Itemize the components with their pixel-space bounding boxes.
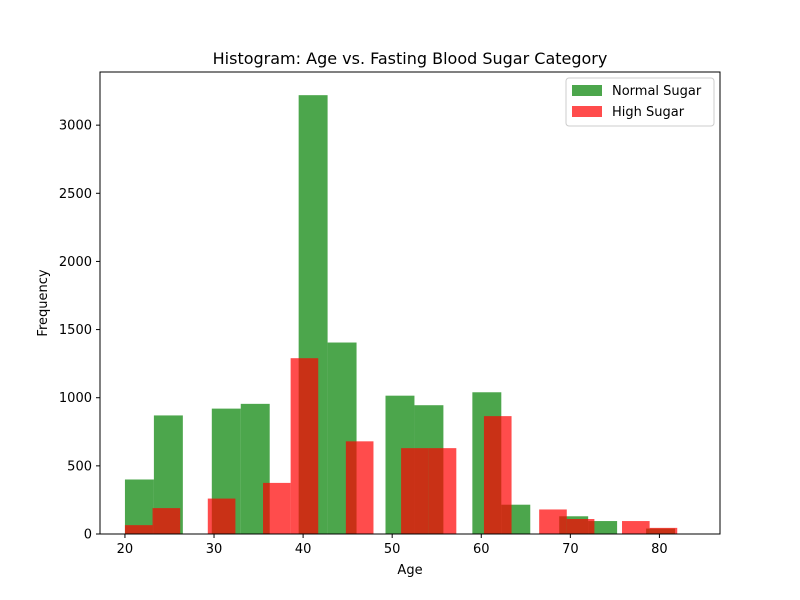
bar-high-sugar-15 bbox=[539, 509, 567, 534]
x-tick-label-20: 20 bbox=[117, 542, 134, 557]
legend-box bbox=[565, 77, 715, 127]
y-axis-ticks: 0 500 1000 1500 2000 2500 3000 bbox=[59, 119, 100, 543]
bar-high-sugar-5 bbox=[263, 482, 291, 534]
x-tick-label-40: 40 bbox=[295, 542, 312, 557]
bar-high-sugar-19 bbox=[649, 527, 678, 534]
bar-high-sugar-10 bbox=[401, 448, 429, 534]
bar-high-sugar-8 bbox=[345, 441, 374, 534]
legend-swatch-high-sugar bbox=[572, 106, 602, 117]
y-tick-label-1000: 1000 bbox=[59, 391, 92, 406]
x-tick-label-50: 50 bbox=[384, 542, 401, 557]
bar-high-sugar-11 bbox=[428, 448, 457, 534]
x-axis-label: Age bbox=[397, 563, 422, 578]
bar-high-sugar-13 bbox=[483, 416, 512, 534]
bars-layer bbox=[124, 95, 678, 535]
bar-high-sugar-3 bbox=[207, 498, 236, 534]
bar-high-sugar-6 bbox=[290, 358, 319, 534]
x-tick-label-60: 60 bbox=[473, 542, 490, 557]
bar-high-sugar-18 bbox=[622, 521, 650, 534]
legend-label-high-sugar: High Sugar bbox=[612, 105, 685, 120]
x-tick-label-70: 70 bbox=[562, 542, 579, 557]
y-tick-label-3000: 3000 bbox=[59, 119, 92, 134]
y-tick-label-2500: 2500 bbox=[59, 187, 92, 202]
chart-title: Histogram: Age vs. Fasting Blood Sugar C… bbox=[213, 49, 608, 68]
y-tick-label-2000: 2000 bbox=[59, 255, 92, 270]
plot-area-frame bbox=[99, 71, 721, 535]
bar-normal-sugar-16 bbox=[588, 521, 618, 534]
y-tick-label-0: 0 bbox=[84, 528, 92, 543]
bar-high-sugar-0 bbox=[124, 525, 153, 534]
x-tick-label-30: 30 bbox=[206, 542, 223, 557]
legend: Normal Sugar High Sugar bbox=[565, 77, 715, 127]
bar-high-sugar-1 bbox=[152, 508, 181, 534]
legend-swatch-normal-sugar bbox=[572, 85, 602, 96]
y-tick-label-1500: 1500 bbox=[59, 323, 92, 338]
x-tick-label-80: 80 bbox=[651, 542, 668, 557]
x-axis-ticks: 20 30 40 50 60 70 80 bbox=[117, 534, 668, 557]
y-axis-label: Frequency bbox=[36, 269, 51, 336]
legend-label-normal-sugar: Normal Sugar bbox=[612, 84, 702, 99]
bar-normal-sugar-0 bbox=[124, 479, 154, 534]
bar-high-sugar-16 bbox=[566, 519, 595, 534]
y-tick-label-500: 500 bbox=[67, 459, 92, 474]
